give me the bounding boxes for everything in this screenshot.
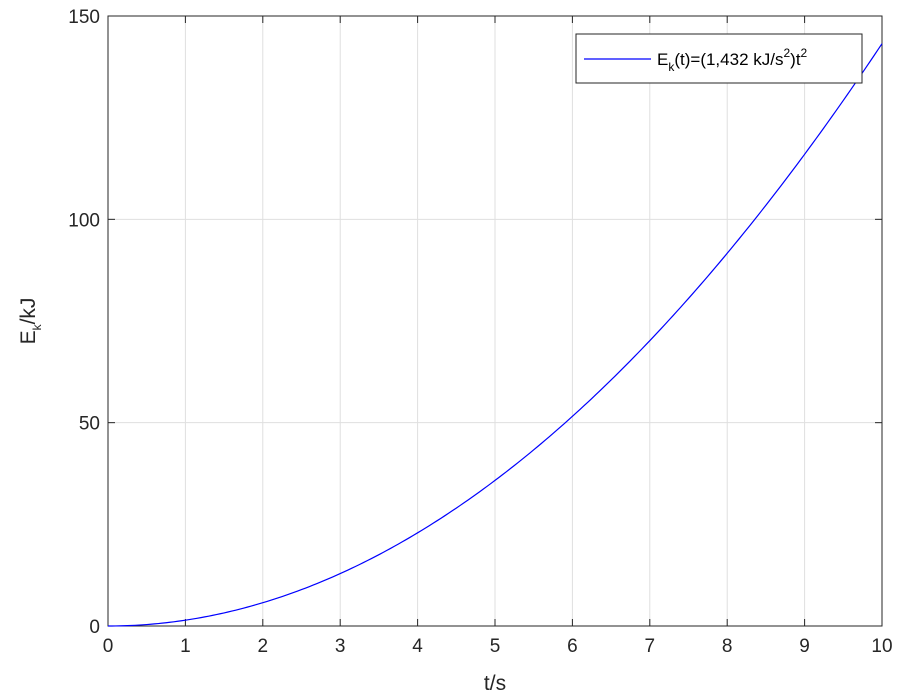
legend-entry: Ek(t)=(1,432 kJ/s2)t2 bbox=[657, 46, 808, 74]
legend-entry-unit-exponent: 2 bbox=[783, 46, 790, 60]
legend-entry-subscript: k bbox=[668, 60, 675, 74]
x-tick-label: 6 bbox=[567, 636, 578, 657]
x-tick-label: 9 bbox=[799, 636, 810, 657]
x-tick-label: 2 bbox=[258, 636, 269, 657]
y-axis-label-unit: /kJ bbox=[17, 298, 40, 325]
y-tick-label: 0 bbox=[89, 617, 100, 638]
legend-entry-symbol: E bbox=[657, 50, 668, 69]
grid-lines bbox=[107, 15, 883, 627]
series-line-0 bbox=[107, 43, 883, 627]
x-tick-label: 8 bbox=[722, 636, 733, 657]
x-tick-label: 7 bbox=[645, 636, 656, 657]
legend-entry-exponent: 2 bbox=[801, 46, 808, 60]
y-axis-label-subscript: k bbox=[30, 323, 44, 330]
y-axis-label: Ek/kJ bbox=[17, 298, 44, 345]
x-tick-label: 1 bbox=[180, 636, 191, 657]
y-axis-label-base: E bbox=[17, 330, 40, 344]
x-tick-label: 10 bbox=[871, 636, 892, 657]
x-axis-label: t/s bbox=[484, 672, 506, 695]
legend: Ek(t)=(1,432 kJ/s2)t2 bbox=[575, 33, 863, 84]
x-tick-label: 4 bbox=[412, 636, 423, 657]
y-tick-label: 100 bbox=[68, 210, 100, 231]
x-tick-label: 5 bbox=[490, 636, 501, 657]
x-tick-label: 3 bbox=[335, 636, 346, 657]
legend-entry-formula-tail: )t bbox=[790, 50, 801, 69]
series-group bbox=[107, 43, 883, 627]
y-tick-label: 50 bbox=[79, 414, 100, 435]
y-tick-label: 150 bbox=[68, 7, 100, 28]
legend-entry-formula: (t)=(1,432 kJ/s bbox=[674, 50, 783, 69]
x-tick-label: 0 bbox=[103, 636, 114, 657]
